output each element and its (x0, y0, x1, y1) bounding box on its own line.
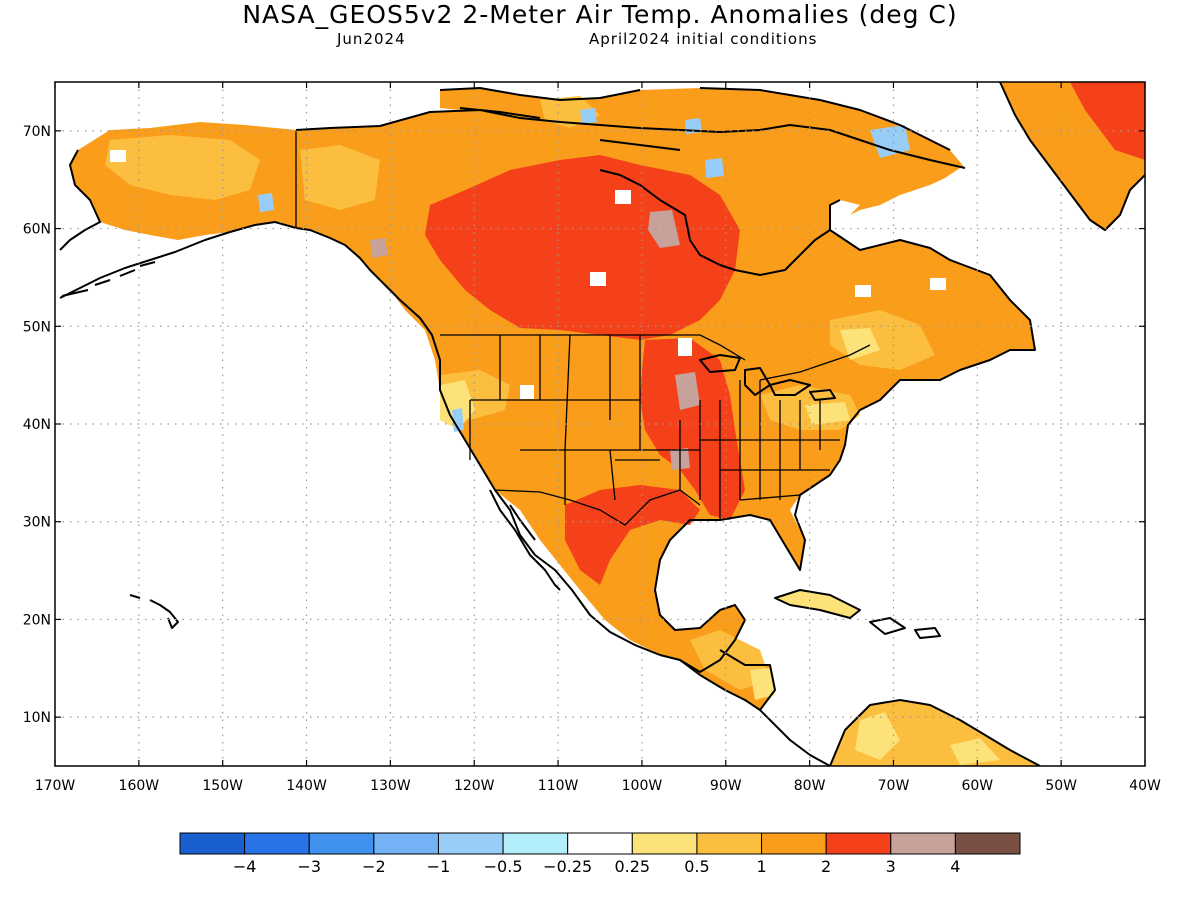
colorbar-swatch (825, 832, 892, 855)
colorbar-label: 0.25 (614, 857, 650, 876)
colorbar-label: 2 (821, 857, 831, 876)
colorbar-swatch (696, 832, 763, 855)
lon-tick-label: 60W (961, 778, 993, 794)
colorbar-label: −4 (233, 857, 257, 876)
colorbar-swatch (890, 832, 956, 855)
hawaii (129, 594, 179, 629)
colorbar-swatch (502, 832, 569, 855)
south-america-coast (829, 699, 1041, 766)
lat-tick-label: 50N (23, 319, 51, 335)
lon-tick-label: 130W (370, 778, 411, 794)
lon-tick-label: 170W (35, 778, 76, 794)
lon-tick-label: 100W (622, 778, 663, 794)
colorbar-label: 4 (950, 857, 960, 876)
lon-tick-label: 160W (119, 778, 160, 794)
lon-tick-label: 120W (454, 778, 495, 794)
colorbar-swatch (373, 832, 439, 855)
longitude-axis: 170W 160W 150W 140W 130W 120W 110W 100W 90W 80W 70… (35, 82, 1161, 794)
great-lakes (699, 354, 836, 401)
colorbar-swatch (308, 832, 375, 855)
map-title: NASA_GEOS5v2 2-Meter Air Temp. Anomalies… (242, 0, 958, 29)
colorbar-label: −0.5 (484, 857, 523, 876)
alaska-coast (59, 149, 297, 299)
lat-tick-label: 40N (23, 417, 51, 433)
lat-tick-label: 20N (23, 612, 51, 628)
arctic-coast (295, 109, 966, 169)
caribbean-islands (774, 589, 941, 639)
map-content (55, 82, 1145, 766)
central-america-coast (679, 649, 831, 766)
anomaly-missing-cells (110, 150, 946, 399)
caribbean-anomaly (775, 590, 860, 618)
colorbar-swatch (631, 832, 698, 855)
anomaly-pale-zones (440, 328, 1000, 765)
lat-tick-label: 70N (23, 124, 51, 140)
colorbar-label: −1 (427, 857, 451, 876)
aleutians (61, 261, 156, 297)
lon-tick-label: 70W (878, 778, 910, 794)
lon-tick-label: 150W (202, 778, 243, 794)
colorbar-swatch (954, 832, 1021, 855)
lon-tick-label: 140W (286, 778, 327, 794)
latitude-axis: 70N 60N 50N 40N 30N 20N 10N (23, 124, 1145, 726)
colorbar-swatch (761, 832, 827, 855)
lon-tick-label: 110W (538, 778, 579, 794)
greenland-coast (999, 82, 1145, 231)
anomaly-negative-spots (258, 108, 910, 432)
arctic-islands (439, 87, 951, 151)
lon-tick-label: 90W (710, 778, 742, 794)
lat-tick-label: 60N (23, 222, 51, 238)
west-coast (295, 227, 661, 656)
colorbar-swatch (244, 832, 310, 855)
colorbar-swatch (437, 832, 504, 855)
colorbar-swatch (567, 832, 633, 855)
colorbar-label: 1 (756, 857, 766, 876)
political-borders (295, 130, 871, 526)
lat-tick-label: 10N (23, 710, 51, 726)
lon-tick-label: 80W (794, 778, 826, 794)
colorbar-label: 0.5 (684, 857, 709, 876)
colorbar-label: −3 (297, 857, 321, 876)
colorbar-label: −2 (362, 857, 386, 876)
forecast-month: Jun2024 (337, 30, 406, 48)
lon-tick-label: 40W (1129, 778, 1161, 794)
baja-coast (489, 489, 561, 591)
colorbar-label: −0.25 (543, 857, 592, 876)
colorbar: −4 −3 −2 −1 −0.5 −0.25 0.25 0.5 1 2 3 4 (179, 832, 1021, 876)
colorbar-label: 3 (886, 857, 896, 876)
initial-conditions: April2024 initial conditions (589, 30, 818, 48)
lat-tick-label: 30N (23, 515, 51, 531)
hudson-bay (599, 169, 831, 276)
graticule (55, 82, 1145, 766)
colorbar-swatch (179, 832, 246, 855)
lon-tick-label: 50W (1045, 778, 1077, 794)
